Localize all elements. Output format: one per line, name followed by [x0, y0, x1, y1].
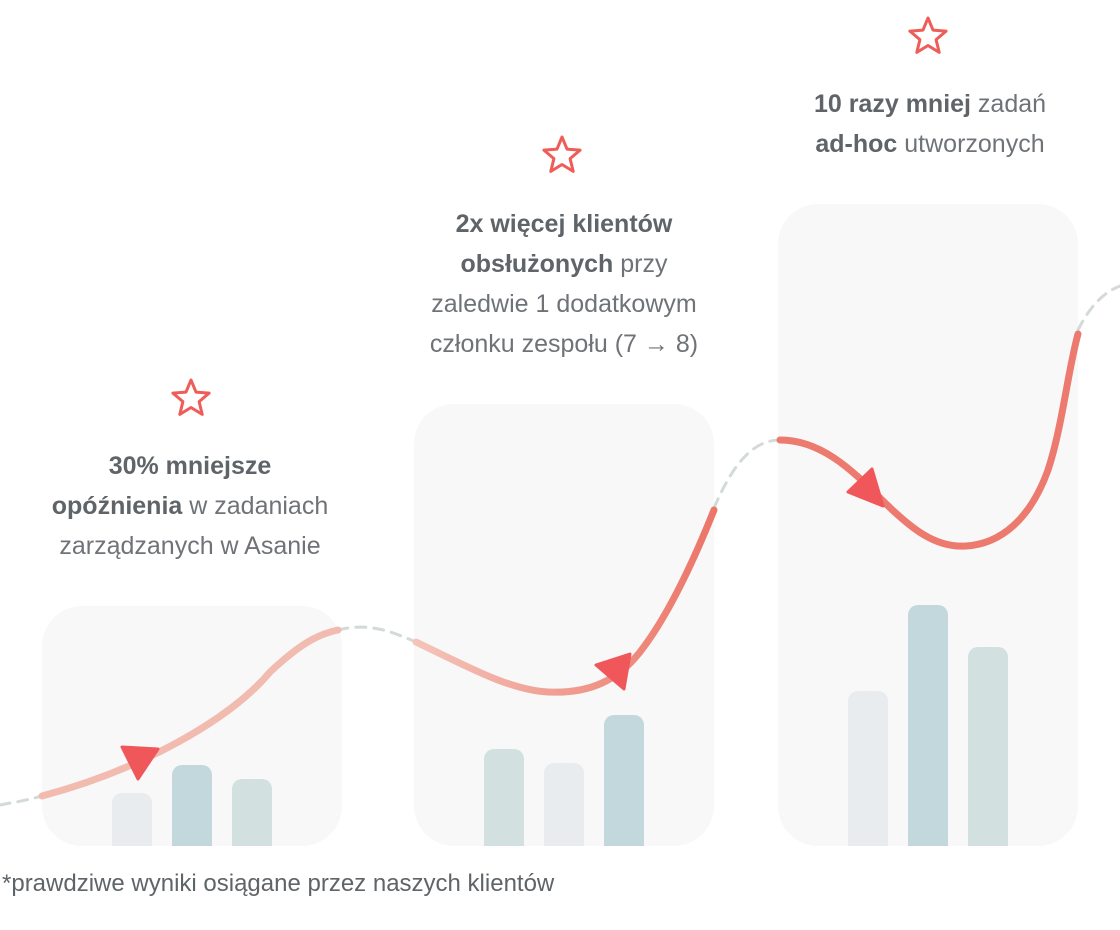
- star-2-icon: [542, 135, 582, 173]
- growth-curve-3: [776, 330, 1082, 550]
- bar-2-3: [604, 715, 644, 858]
- bar-2-1: [484, 749, 524, 858]
- dashed-connector-start: [0, 794, 44, 807]
- bar-2-2: [544, 763, 584, 858]
- stat-adhoc: 10 razy mniej zadań ad-hoc utworzonych: [780, 84, 1080, 164]
- stat-3-text-2: utworzonych: [897, 130, 1045, 158]
- bar-1-2: [172, 765, 212, 858]
- arrow-2-icon: [594, 652, 632, 691]
- stat-clients: 2x więcej klientów obsłużonych przy zale…: [392, 204, 736, 364]
- footnote: *prawdziwe wyniki osiągane przez naszych…: [2, 870, 555, 897]
- arrow-1-icon: [120, 745, 160, 781]
- stat-2-bold: 2x więcej klientów: [455, 210, 673, 238]
- bar-3-1: [848, 691, 888, 858]
- bar-chart: [0, 605, 1120, 860]
- bars-baseline-mask: [0, 846, 1120, 860]
- star-1-icon: [171, 378, 211, 416]
- stat-2-text-3: zaledwie 1 dodatkowym: [431, 290, 697, 318]
- bar-3-3: [968, 647, 1008, 858]
- bar-1-1: [112, 793, 152, 858]
- dashed-connector-end: [1076, 284, 1120, 332]
- growth-curve-1: [38, 626, 342, 800]
- stat-1-bold-2: opóźnienia: [51, 492, 183, 520]
- dashed-connector-2: [712, 438, 782, 510]
- arrow-3-icon: [846, 467, 885, 508]
- bar-1-3: [232, 779, 272, 858]
- stat-3-text-1: zadań: [970, 90, 1047, 118]
- stat-delays: 30% mniejsze opóźnienia w zadaniach zarz…: [20, 446, 360, 566]
- stat-2-text-4: członku zespołu (7 → 8): [429, 330, 699, 358]
- star-3-icon: [908, 16, 948, 54]
- stat-1-text-2: w zadaniach: [182, 492, 329, 520]
- stat-3-bold-2: ad-hoc: [815, 130, 898, 158]
- stat-2-text-2: przy: [613, 250, 668, 278]
- stat-1-bold: 30% mniejsze: [108, 452, 272, 480]
- stat-3-bold: 10 razy mniej: [813, 90, 971, 118]
- stat-1-text-3: zarządzanych w Asanie: [59, 532, 321, 560]
- growth-curve-2: [412, 506, 718, 696]
- dashed-connector-1: [336, 625, 418, 644]
- stat-2-bold-2: obsłużonych: [460, 250, 614, 278]
- bar-3-2: [908, 605, 948, 858]
